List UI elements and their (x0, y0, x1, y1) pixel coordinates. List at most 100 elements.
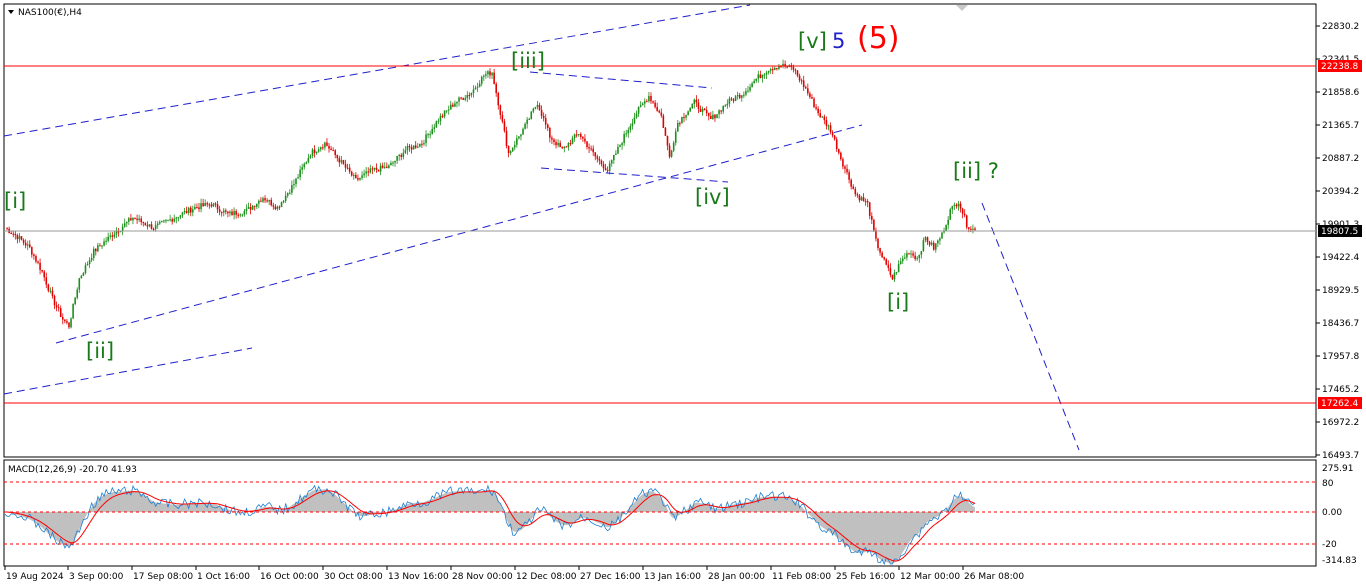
candle (74, 297, 76, 306)
price-tick-label: 20394.2 (1322, 187, 1359, 197)
wave-label-iii: [iii] (511, 49, 545, 73)
candle (66, 319, 68, 325)
dropdown-triangle-icon[interactable] (8, 10, 14, 14)
candle (53, 294, 56, 310)
macd-panel[interactable] (3, 459, 1317, 567)
candle (72, 303, 74, 320)
candle (406, 143, 409, 155)
candle (39, 258, 41, 275)
candle (317, 146, 320, 153)
candle (456, 101, 458, 108)
candle (28, 240, 31, 249)
price-axis[interactable]: 22830.222341.521858.621365.720887.220394… (1316, 22, 1359, 461)
candle (344, 159, 347, 172)
candle (194, 203, 196, 210)
candle (730, 97, 733, 102)
candle (705, 106, 708, 117)
candle (577, 133, 580, 137)
candle (881, 251, 883, 258)
candle (941, 232, 943, 239)
candle (858, 194, 861, 203)
macd-tick-label: -20 (1322, 540, 1337, 550)
candle (811, 94, 813, 100)
candle (55, 301, 58, 312)
candle (899, 257, 902, 265)
candle (439, 113, 442, 126)
time-axis[interactable]: 19 Aug 2024 3 Sep 00:00 17 Sep 08:00 1 Oct … (4, 566, 1024, 582)
candle (268, 199, 270, 206)
candle (893, 269, 896, 283)
candle (749, 83, 751, 93)
candle (763, 73, 766, 80)
candle (31, 246, 33, 258)
triangle-lower-line[interactable] (540, 167, 729, 183)
candle (313, 145, 316, 158)
candle (542, 112, 545, 122)
candle (466, 91, 469, 103)
price-tick-label: 19422.4 (1322, 253, 1359, 263)
candle (276, 205, 279, 211)
candle (189, 205, 192, 217)
candle (416, 143, 419, 149)
candle (427, 132, 429, 139)
candle (429, 130, 431, 139)
candle (144, 222, 147, 226)
lower-parallel-line[interactable] (3, 347, 253, 395)
candle (509, 150, 512, 156)
candle (918, 254, 921, 263)
candle (516, 134, 518, 148)
candle (315, 151, 318, 155)
candle (113, 231, 116, 239)
candle (171, 217, 173, 225)
triangle-upper-line[interactable] (529, 71, 713, 89)
candle (49, 287, 52, 294)
candle (35, 254, 37, 264)
candle (683, 112, 685, 123)
candle (565, 145, 568, 148)
candle (388, 164, 390, 169)
projection-line[interactable] (981, 202, 1080, 451)
candle (871, 212, 873, 224)
candle (346, 163, 349, 170)
candle (291, 180, 293, 195)
candle (326, 138, 328, 147)
candle (784, 60, 786, 69)
candle (800, 78, 803, 85)
candle (383, 162, 386, 169)
candle (798, 73, 801, 83)
candle (567, 142, 570, 151)
wave-label-i-right: [i] (887, 290, 909, 314)
candle (530, 110, 533, 120)
candle (875, 227, 877, 242)
candle (33, 253, 35, 260)
lower-channel-line[interactable] (55, 124, 863, 344)
candle (916, 255, 919, 261)
candle (625, 129, 628, 138)
candle (602, 161, 605, 172)
candle (241, 213, 244, 217)
candle (856, 192, 859, 198)
candle (441, 113, 444, 119)
candle (185, 206, 188, 214)
candle (831, 130, 834, 138)
candle (218, 205, 221, 216)
macd-axis[interactable]: 275.91 80 0.00 -20 -314.83 (1322, 464, 1357, 566)
candle (109, 232, 112, 240)
candle (350, 170, 353, 177)
candle (728, 96, 731, 108)
candle (464, 95, 467, 102)
scroll-marker-icon[interactable] (956, 5, 968, 11)
upper-channel-line[interactable] (3, 4, 751, 137)
candle (852, 184, 855, 190)
candle (674, 128, 677, 146)
wave-label-i-left: [i] (4, 189, 26, 213)
candle (643, 98, 646, 108)
candle (623, 130, 625, 147)
candle (924, 236, 927, 243)
candle (511, 147, 514, 153)
candle (604, 163, 607, 171)
candle (274, 204, 277, 211)
price-tick-label: 16972.2 (1322, 418, 1359, 428)
candle (342, 159, 345, 165)
